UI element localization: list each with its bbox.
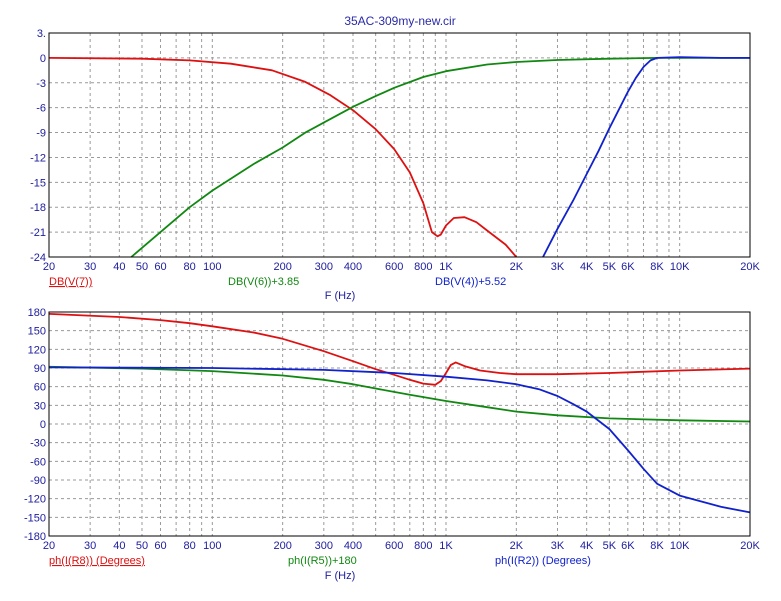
y-tick-label: -15	[30, 177, 46, 189]
series-line-db-v-6-3-85	[130, 57, 750, 258]
y-tick-label: 90	[34, 363, 46, 375]
series-line-ph-i-r8-degrees	[48, 313, 751, 386]
y-tick-label: -3	[36, 78, 46, 90]
x-tick-label: 50	[136, 540, 148, 552]
y-tick-label: -18	[30, 202, 46, 214]
x-tick-label: 300	[315, 261, 333, 273]
phase-x-axis-label: F (Hz)	[325, 570, 356, 582]
x-tick-label: 80	[184, 261, 196, 273]
y-tick-label: 180	[28, 307, 46, 319]
y-tick-label: 0	[40, 53, 46, 65]
legend-db-v6: DB(V(6))+3.85	[228, 276, 299, 288]
y-tick-label: 30	[34, 400, 46, 412]
magnitude-panel: 3. 0 -3 -6 -9 -12 -15 -18 -21 -24 20 30 40 50 60 80 100…	[30, 28, 760, 302]
x-tick-label: 5K	[603, 540, 617, 552]
y-tick-label: -60	[30, 456, 46, 468]
x-tick-label: 2K	[510, 261, 524, 273]
phase-plot-frame	[48, 311, 751, 537]
x-tick-label: 20K	[740, 261, 760, 273]
y-tick-label: -6	[36, 103, 46, 115]
x-tick-label: 10K	[670, 261, 690, 273]
x-tick-label: 1K	[439, 540, 453, 552]
series-line-db-v-7	[48, 57, 517, 258]
x-tick-label: 200	[273, 540, 291, 552]
y-tick-label: -9	[36, 128, 46, 140]
y-tick-label: -120	[24, 494, 46, 506]
x-tick-label: 10K	[670, 540, 690, 552]
x-tick-label: 600	[385, 540, 403, 552]
y-tick-label: 0	[40, 419, 46, 431]
series-line-ph-i-r5-180	[48, 365, 751, 423]
x-tick-label: 40	[113, 540, 125, 552]
x-tick-label: 800	[414, 261, 432, 273]
x-tick-label: 60	[154, 261, 166, 273]
y-tick-label: 60	[34, 382, 46, 394]
x-tick-label: 30	[84, 261, 96, 273]
x-tick-label: 80	[184, 540, 196, 552]
legend-db-v4: DB(V(4))+5.52	[435, 276, 506, 288]
x-tick-label: 400	[344, 540, 362, 552]
y-tick-label: -24	[30, 252, 46, 264]
legend-ph-ir5: ph(I(R5))+180	[288, 555, 357, 567]
x-tick-label: 20	[43, 261, 55, 273]
magnitude-plot-frame	[48, 32, 751, 258]
series-line-db-v-4-5-52	[542, 56, 750, 258]
x-tick-label: 300	[315, 540, 333, 552]
y-tick-label: 150	[28, 326, 46, 338]
y-tick-label: -180	[24, 531, 46, 543]
y-tick-label: 3.	[37, 28, 46, 40]
x-tick-label: 800	[414, 540, 432, 552]
y-tick-label: -150	[24, 512, 46, 524]
x-tick-label: 400	[344, 261, 362, 273]
x-tick-label: 1K	[439, 261, 453, 273]
x-tick-label: 3K	[551, 261, 565, 273]
x-tick-label: 30	[84, 540, 96, 552]
y-tick-label: -30	[30, 438, 46, 450]
x-tick-label: 8K	[650, 261, 664, 273]
y-tick-label: -21	[30, 227, 46, 239]
legend-ph-ir2: ph(I(R2)) (Degrees)	[495, 555, 591, 567]
x-tick-label: 100	[203, 540, 221, 552]
x-tick-label: 20	[43, 540, 55, 552]
x-tick-label: 6K	[621, 261, 635, 273]
x-tick-label: 100	[203, 261, 221, 273]
legend-db-v7: DB(V(7))	[49, 276, 92, 288]
x-tick-label: 8K	[650, 540, 664, 552]
x-tick-label: 6K	[621, 540, 635, 552]
x-tick-label: 4K	[580, 261, 594, 273]
magnitude-x-axis-label: F (Hz)	[325, 290, 356, 302]
x-tick-label: 2K	[510, 540, 524, 552]
legend-ph-ir8: ph(I(R8)) (Degrees)	[49, 555, 145, 567]
x-tick-label: 200	[273, 261, 291, 273]
x-tick-label: 50	[136, 261, 148, 273]
x-tick-label: 3K	[551, 540, 565, 552]
x-tick-label: 600	[385, 261, 403, 273]
x-tick-label: 20K	[740, 540, 760, 552]
x-tick-label: 60	[154, 540, 166, 552]
y-tick-label: -12	[30, 152, 46, 164]
y-tick-label: 120	[28, 344, 46, 356]
x-tick-label: 40	[113, 261, 125, 273]
y-tick-label: -90	[30, 475, 46, 487]
x-tick-label: 5K	[603, 261, 617, 273]
x-tick-label: 4K	[580, 540, 594, 552]
series-line-ph-i-r2-degrees	[48, 366, 751, 514]
chart-title: 35AC-309my-new.cir	[344, 14, 455, 28]
